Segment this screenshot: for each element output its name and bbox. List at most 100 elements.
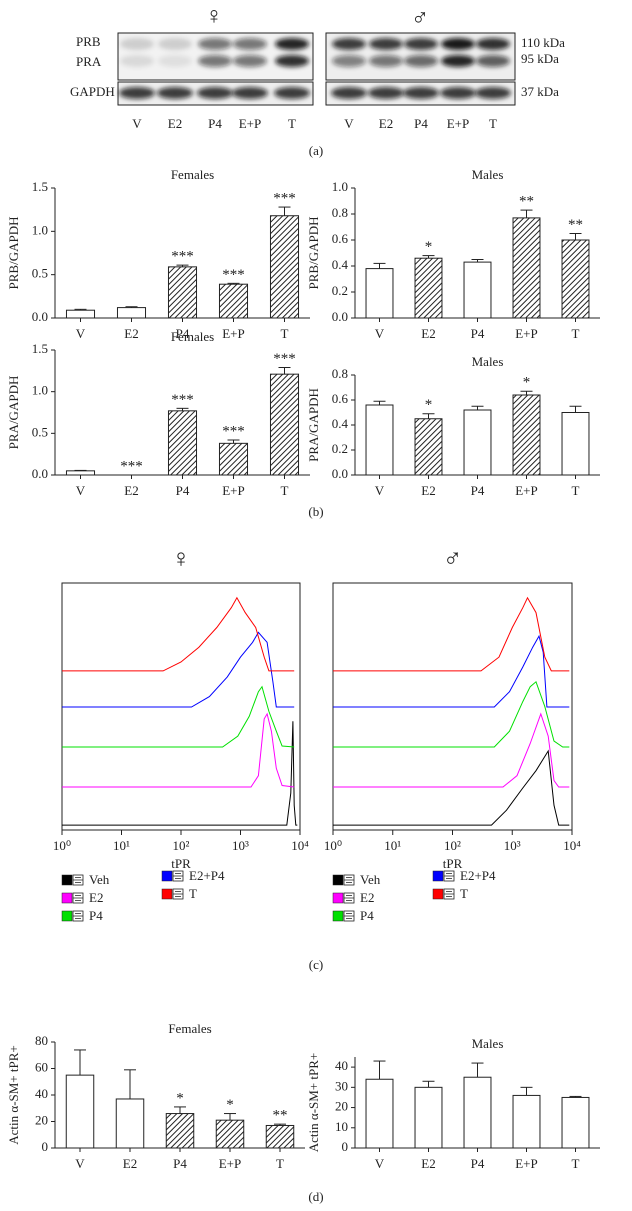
panel-label: (d) bbox=[308, 1189, 323, 1204]
panel-label: (b) bbox=[308, 504, 323, 519]
band bbox=[158, 55, 192, 67]
y-tick-label: 1.0 bbox=[32, 222, 48, 237]
significance: ** bbox=[273, 1108, 288, 1124]
row-label: GAPDH bbox=[70, 84, 115, 99]
x-tick-label: V bbox=[76, 326, 86, 341]
band bbox=[157, 87, 193, 99]
y-tick-label: 1.5 bbox=[32, 341, 48, 356]
band bbox=[441, 38, 475, 50]
band bbox=[403, 87, 439, 99]
legend-label: Veh bbox=[89, 872, 110, 887]
band bbox=[476, 55, 510, 67]
row-label: PRA bbox=[76, 54, 102, 69]
histogram-line bbox=[333, 634, 570, 708]
x-tick-label: E+P bbox=[515, 326, 538, 341]
x-tick-label: 10² bbox=[444, 838, 461, 853]
x-tick-label: T bbox=[281, 326, 289, 341]
y-axis-label: PRA/GAPDH bbox=[6, 376, 21, 450]
chart-title: Females bbox=[171, 167, 214, 182]
x-axis-label: tPR bbox=[443, 856, 463, 871]
bar bbox=[561, 239, 590, 319]
x-tick-label: T bbox=[281, 483, 289, 498]
kda-label: 110 kDa bbox=[521, 35, 565, 50]
significance: ** bbox=[568, 217, 583, 233]
band bbox=[332, 38, 366, 50]
band bbox=[369, 55, 403, 67]
y-tick-label: 0.0 bbox=[32, 309, 48, 324]
legend-icon bbox=[173, 873, 183, 879]
x-tick-label: E2 bbox=[124, 483, 138, 498]
legend-icon bbox=[73, 913, 83, 919]
histogram-line bbox=[62, 721, 298, 826]
bar bbox=[218, 283, 249, 319]
band bbox=[120, 55, 154, 67]
bar bbox=[65, 1074, 95, 1149]
x-tick-label: 10³ bbox=[504, 838, 521, 853]
band bbox=[475, 87, 511, 99]
y-tick-label: 40 bbox=[35, 1086, 48, 1101]
lane-label: P4 bbox=[208, 116, 222, 131]
bar bbox=[463, 1076, 492, 1149]
legend-icon bbox=[444, 891, 454, 897]
legend-swatch bbox=[332, 910, 344, 922]
legend-label: E2+P4 bbox=[460, 868, 496, 883]
bar bbox=[167, 266, 198, 319]
band bbox=[331, 87, 367, 99]
male-symbol: ♂ bbox=[411, 6, 429, 32]
legend-label: P4 bbox=[360, 908, 374, 923]
legend-icon bbox=[344, 895, 354, 901]
bar bbox=[561, 412, 590, 476]
x-tick-label: 10² bbox=[173, 838, 190, 853]
bar bbox=[167, 410, 198, 476]
legend-icon bbox=[344, 913, 354, 919]
x-tick-label: V bbox=[75, 1156, 85, 1171]
western-blot: ♀ ♂ PRB PRA GAPDH 110 kDa 95 kDa 37 kDa … bbox=[70, 4, 565, 158]
band bbox=[368, 87, 404, 99]
legend-label: E2 bbox=[89, 890, 103, 905]
lane-label: P4 bbox=[414, 116, 428, 131]
chart-title: Females bbox=[168, 1021, 211, 1036]
significance: * bbox=[523, 375, 531, 391]
band bbox=[332, 55, 366, 67]
lane-label: E+P bbox=[447, 116, 470, 131]
bar bbox=[269, 215, 300, 319]
chart-title: Males bbox=[472, 354, 504, 369]
y-tick-label: 40 bbox=[335, 1058, 348, 1073]
x-tick-label: P4 bbox=[173, 1156, 187, 1171]
y-tick-label: 0.0 bbox=[332, 466, 348, 481]
bar bbox=[414, 418, 443, 476]
x-tick-label: 10¹ bbox=[113, 838, 130, 853]
x-tick-label: 10⁰ bbox=[324, 838, 342, 853]
band bbox=[476, 38, 510, 50]
y-axis-label: PRA/GAPDH bbox=[306, 388, 321, 462]
bar bbox=[512, 1094, 541, 1149]
histogram-line bbox=[62, 712, 295, 788]
bar bbox=[414, 257, 443, 319]
bar bbox=[561, 1096, 590, 1149]
panel-label: (c) bbox=[309, 957, 323, 972]
y-tick-label: 0.2 bbox=[332, 441, 348, 456]
x-tick-label: E+P bbox=[515, 483, 538, 498]
legend-swatch bbox=[61, 892, 73, 904]
legend-swatch bbox=[332, 892, 344, 904]
chart-title: ♀ bbox=[171, 544, 191, 573]
chart-title: Males bbox=[472, 1036, 504, 1051]
y-axis-label: Actin α-SM+ tPR+ bbox=[306, 1053, 321, 1153]
bar bbox=[116, 307, 147, 319]
x-tick-label: V bbox=[76, 483, 86, 498]
band bbox=[197, 87, 233, 99]
bar bbox=[365, 268, 394, 319]
band bbox=[274, 87, 310, 99]
bar bbox=[512, 217, 541, 319]
band bbox=[158, 38, 192, 50]
y-tick-label: 0.6 bbox=[332, 231, 349, 246]
legend-icon bbox=[173, 891, 183, 897]
y-tick-label: 1.5 bbox=[32, 179, 48, 194]
kda-label: 37 kDa bbox=[521, 84, 559, 99]
bar bbox=[365, 1078, 394, 1149]
bar bbox=[165, 1113, 195, 1149]
legend-swatch bbox=[161, 870, 173, 882]
x-tick-label: 10⁴ bbox=[563, 838, 581, 853]
x-tick-label: E2 bbox=[123, 1156, 137, 1171]
significance: * bbox=[176, 1090, 184, 1106]
